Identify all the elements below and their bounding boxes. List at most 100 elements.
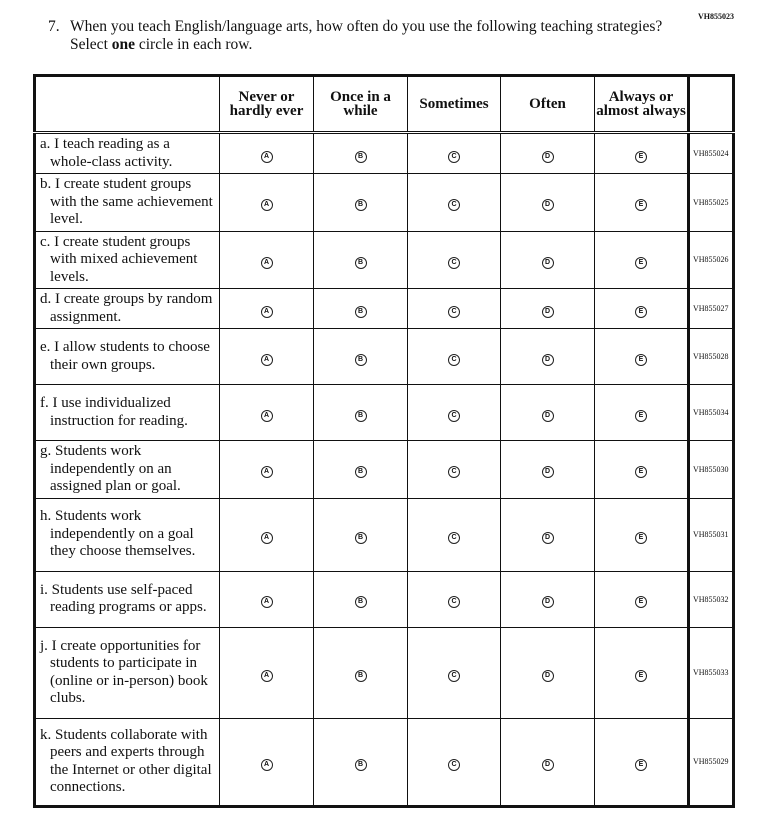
radio-bubble-a[interactable]: A	[260, 758, 273, 771]
radio-bubble-e[interactable]: E	[635, 409, 647, 422]
option-cell: B	[313, 384, 408, 441]
radio-bubble-a[interactable]: A	[260, 199, 273, 212]
radio-bubble-c[interactable]: C	[448, 256, 460, 269]
radio-bubble-e[interactable]: E	[635, 305, 647, 318]
radio-bubble-d[interactable]: D	[541, 150, 554, 163]
option-cell: C	[407, 288, 501, 329]
row-code: VH855031	[687, 497, 734, 572]
radio-bubble-b[interactable]: B	[354, 256, 367, 269]
option-cell: C	[407, 570, 501, 628]
radio-bubble-d[interactable]: D	[541, 669, 554, 682]
radio-bubble-a[interactable]: A	[260, 353, 273, 366]
option-cell: E	[594, 132, 689, 174]
radio-bubble-a[interactable]: A	[260, 596, 273, 608]
radio-bubble-d[interactable]: D	[541, 531, 554, 544]
radio-bubble-d[interactable]: D	[541, 305, 554, 318]
radio-bubble-b[interactable]: B	[354, 150, 367, 163]
radio-bubble-e[interactable]: E	[635, 596, 647, 608]
row-code: VH855032	[687, 570, 734, 628]
radio-bubble-e[interactable]: E	[635, 256, 647, 269]
radio-bubble-b[interactable]: B	[354, 596, 367, 608]
radio-bubble-d[interactable]: D	[541, 353, 554, 366]
radio-bubble-b[interactable]: B	[354, 531, 367, 544]
table-row: e. I allow students to choose their own …	[34, 328, 734, 385]
row-code: VH855029	[687, 717, 734, 807]
option-cell: D	[500, 173, 595, 232]
radio-bubble-e[interactable]: E	[635, 758, 647, 771]
radio-bubble-c[interactable]: C	[448, 353, 460, 366]
radio-bubble-c[interactable]: C	[448, 466, 460, 479]
radio-bubble-d[interactable]: D	[541, 466, 554, 479]
option-cell: A	[219, 230, 314, 289]
radio-bubble-b[interactable]: B	[354, 758, 367, 771]
option-cell: B	[313, 328, 408, 385]
option-cell: A	[219, 717, 314, 807]
option-cell: C	[407, 626, 501, 719]
radio-bubble-a[interactable]: A	[260, 669, 273, 682]
radio-bubble-d[interactable]: D	[541, 199, 554, 212]
radio-bubble-b[interactable]: B	[354, 305, 367, 318]
radio-bubble-e[interactable]: E	[635, 669, 647, 682]
radio-bubble-a[interactable]: A	[260, 531, 273, 544]
option-cell: A	[219, 288, 314, 329]
radio-bubble-e[interactable]: E	[635, 353, 647, 366]
radio-bubble-e[interactable]: E	[635, 531, 647, 544]
option-cell: C	[407, 384, 501, 441]
option-cell: A	[219, 132, 314, 174]
form-id: VH855023	[698, 12, 734, 21]
option-cell: E	[594, 497, 689, 572]
radio-bubble-e[interactable]: E	[635, 199, 647, 212]
radio-bubble-c[interactable]: C	[448, 199, 460, 212]
option-cell: C	[407, 230, 501, 289]
row-statement: h. Students work independently on a goal…	[34, 497, 220, 572]
radio-bubble-d[interactable]: D	[541, 409, 554, 422]
option-cell: D	[500, 570, 595, 628]
radio-bubble-b[interactable]: B	[354, 353, 367, 366]
option-cell: B	[313, 497, 408, 572]
question-text-part: circle in each row.	[135, 36, 253, 53]
radio-bubble-b[interactable]: B	[354, 669, 367, 682]
row-statement: i. Students use self-paced reading progr…	[34, 570, 220, 628]
radio-bubble-e[interactable]: E	[635, 466, 647, 479]
option-cell: E	[594, 626, 689, 719]
option-cell: A	[219, 440, 314, 499]
radio-bubble-a[interactable]: A	[260, 466, 273, 479]
option-cell: C	[407, 440, 501, 499]
option-cell: E	[594, 717, 689, 807]
radio-bubble-e[interactable]: E	[635, 150, 647, 163]
option-cell: A	[219, 384, 314, 441]
radio-bubble-d[interactable]: D	[541, 758, 554, 771]
option-cell: E	[594, 440, 689, 499]
radio-bubble-d[interactable]: D	[541, 256, 554, 269]
radio-bubble-a[interactable]: A	[260, 150, 273, 163]
row-code: VH855024	[687, 132, 734, 174]
code-header	[687, 75, 734, 134]
radio-bubble-a[interactable]: A	[260, 409, 273, 422]
radio-bubble-b[interactable]: B	[354, 409, 367, 422]
row-statement: f. I use individualized instruction for …	[34, 384, 220, 441]
radio-bubble-a[interactable]: A	[260, 305, 273, 318]
radio-bubble-c[interactable]: C	[448, 409, 460, 422]
option-cell: D	[500, 497, 595, 572]
question-number: 7.	[48, 18, 60, 35]
radio-bubble-c[interactable]: C	[448, 150, 460, 163]
option-cell: A	[219, 570, 314, 628]
response-grid: Never or hardly ever Once in a while Somet…	[33, 74, 735, 808]
radio-bubble-c[interactable]: C	[448, 669, 460, 682]
option-cell: E	[594, 230, 689, 289]
column-header: Always or almost always	[594, 75, 689, 134]
radio-bubble-c[interactable]: C	[448, 531, 460, 544]
radio-bubble-b[interactable]: B	[354, 199, 367, 212]
row-statement: k. Students collaborate with peers and e…	[34, 717, 220, 807]
radio-bubble-c[interactable]: C	[448, 305, 460, 318]
radio-bubble-d[interactable]: D	[541, 596, 554, 608]
radio-bubble-a[interactable]: A	[260, 256, 273, 269]
row-code: VH855030	[687, 440, 734, 499]
radio-bubble-b[interactable]: B	[354, 466, 367, 479]
option-cell: E	[594, 173, 689, 232]
radio-bubble-c[interactable]: C	[448, 758, 460, 771]
radio-bubble-c[interactable]: C	[448, 596, 460, 608]
table-row: b. I create student groups with the same…	[34, 173, 734, 232]
option-cell: A	[219, 173, 314, 232]
column-header: Sometimes	[407, 75, 501, 134]
